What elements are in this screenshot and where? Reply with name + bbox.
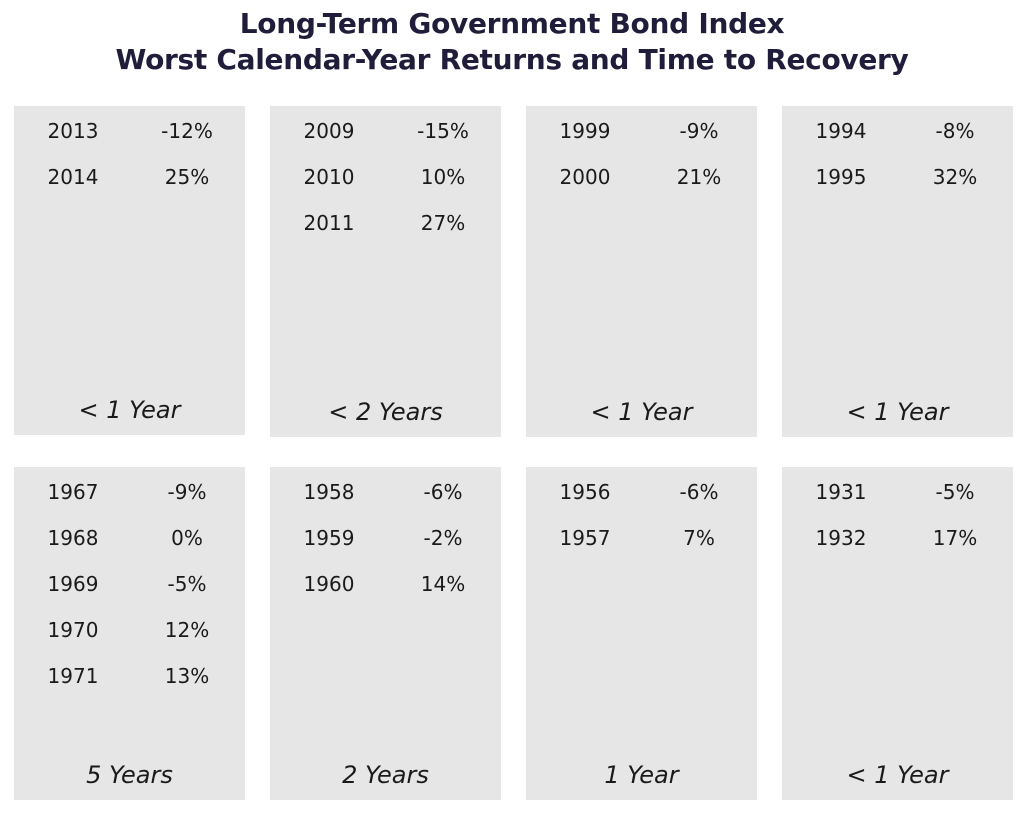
year-return-row: 1956 -6%	[526, 477, 757, 507]
chart-title: Long-Term Government Bond Index Worst Ca…	[0, 6, 1024, 78]
year-label: 1999	[559, 119, 611, 143]
year-return-row: 1969 -5%	[14, 569, 245, 599]
return-value: 14%	[420, 572, 466, 596]
chart-title-line-1: Long-Term Government Bond Index	[239, 7, 785, 40]
year-return-row: 1931 -5%	[782, 477, 1013, 507]
return-value: -8%	[935, 119, 975, 143]
year-return-row: 1967 -9%	[14, 477, 245, 507]
year-label: 1968	[47, 526, 99, 550]
year-label: 2014	[47, 165, 99, 189]
recovery-time-label: 1 Year	[604, 761, 679, 789]
year-return-row: 2011 27%	[270, 208, 501, 238]
recovery-time-label: < 2 Years	[328, 398, 443, 426]
return-value: 10%	[420, 165, 466, 189]
return-value: -15%	[417, 119, 469, 143]
recovery-time-label: < 1 Year	[590, 398, 693, 426]
year-return-row: 1970 12%	[14, 615, 245, 645]
year-label: 1957	[559, 526, 611, 550]
year-label: 1931	[815, 480, 867, 504]
year-return-row: 1995 32%	[782, 162, 1013, 192]
return-value: -12%	[161, 119, 213, 143]
return-value: -9%	[679, 119, 719, 143]
recovery-panel: 1958 -6% 1959 -2% 1960 14% 2 Years	[270, 467, 501, 800]
recovery-time-label: < 1 Year	[78, 396, 181, 424]
return-value: -6%	[423, 480, 463, 504]
return-value: -9%	[167, 480, 207, 504]
year-return-row: 1958 -6%	[270, 477, 501, 507]
year-label: 2000	[559, 165, 611, 189]
return-value: 12%	[164, 618, 210, 642]
recovery-panel: 1994 -8% 1995 32% < 1 Year	[782, 106, 1013, 437]
return-value: 32%	[932, 165, 978, 189]
year-return-row: 1999 -9%	[526, 116, 757, 146]
return-value: 25%	[164, 165, 210, 189]
return-value: 7%	[683, 526, 715, 550]
return-value: 21%	[676, 165, 722, 189]
year-label: 1994	[815, 119, 867, 143]
return-value: 27%	[420, 211, 466, 235]
recovery-panel: 2013 -12% 2014 25% < 1 Year	[14, 106, 245, 435]
return-value: 0%	[171, 526, 203, 550]
recovery-panel: 1999 -9% 2000 21% < 1 Year	[526, 106, 757, 437]
year-return-row: 1957 7%	[526, 523, 757, 553]
year-label: 1958	[303, 480, 355, 504]
recovery-panel: 1967 -9% 1968 0% 1969 -5% 1970 12% 1971 13% 5 Year…	[14, 467, 245, 800]
recovery-time-label: 5 Years	[86, 761, 173, 789]
return-value: -2%	[423, 526, 463, 550]
year-return-row: 2010 10%	[270, 162, 501, 192]
year-label: 2013	[47, 119, 99, 143]
year-label: 1956	[559, 480, 611, 504]
year-label: 1969	[47, 572, 99, 596]
year-return-row: 1932 17%	[782, 523, 1013, 553]
recovery-time-label: < 1 Year	[846, 398, 949, 426]
year-return-row: 1971 13%	[14, 661, 245, 691]
return-value: -6%	[679, 480, 719, 504]
year-label: 2010	[303, 165, 355, 189]
year-label: 2011	[303, 211, 355, 235]
year-return-row: 1960 14%	[270, 569, 501, 599]
year-return-row: 1959 -2%	[270, 523, 501, 553]
year-label: 1970	[47, 618, 99, 642]
year-return-row: 1994 -8%	[782, 116, 1013, 146]
return-value: 13%	[164, 664, 210, 688]
year-label: 1960	[303, 572, 355, 596]
year-return-row: 2013 -12%	[14, 116, 245, 146]
year-label: 2009	[303, 119, 355, 143]
year-label: 1967	[47, 480, 99, 504]
recovery-panel: 1956 -6% 1957 7% 1 Year	[526, 467, 757, 800]
return-value: -5%	[167, 572, 207, 596]
recovery-panel: 1931 -5% 1932 17% < 1 Year	[782, 467, 1013, 800]
recovery-time-label: < 1 Year	[846, 761, 949, 789]
recovery-time-label: 2 Years	[342, 761, 429, 789]
chart-title-line-2: Worst Calendar-Year Returns and Time to …	[115, 43, 909, 76]
year-return-row: 2009 -15%	[270, 116, 501, 146]
return-value: -5%	[935, 480, 975, 504]
year-label: 1995	[815, 165, 867, 189]
year-return-row: 1968 0%	[14, 523, 245, 553]
year-return-row: 2014 25%	[14, 162, 245, 192]
year-label: 1932	[815, 526, 867, 550]
recovery-panel: 2009 -15% 2010 10% 2011 27% < 2 Years	[270, 106, 501, 437]
return-value: 17%	[932, 526, 978, 550]
year-label: 1971	[47, 664, 99, 688]
year-return-row: 2000 21%	[526, 162, 757, 192]
year-label: 1959	[303, 526, 355, 550]
